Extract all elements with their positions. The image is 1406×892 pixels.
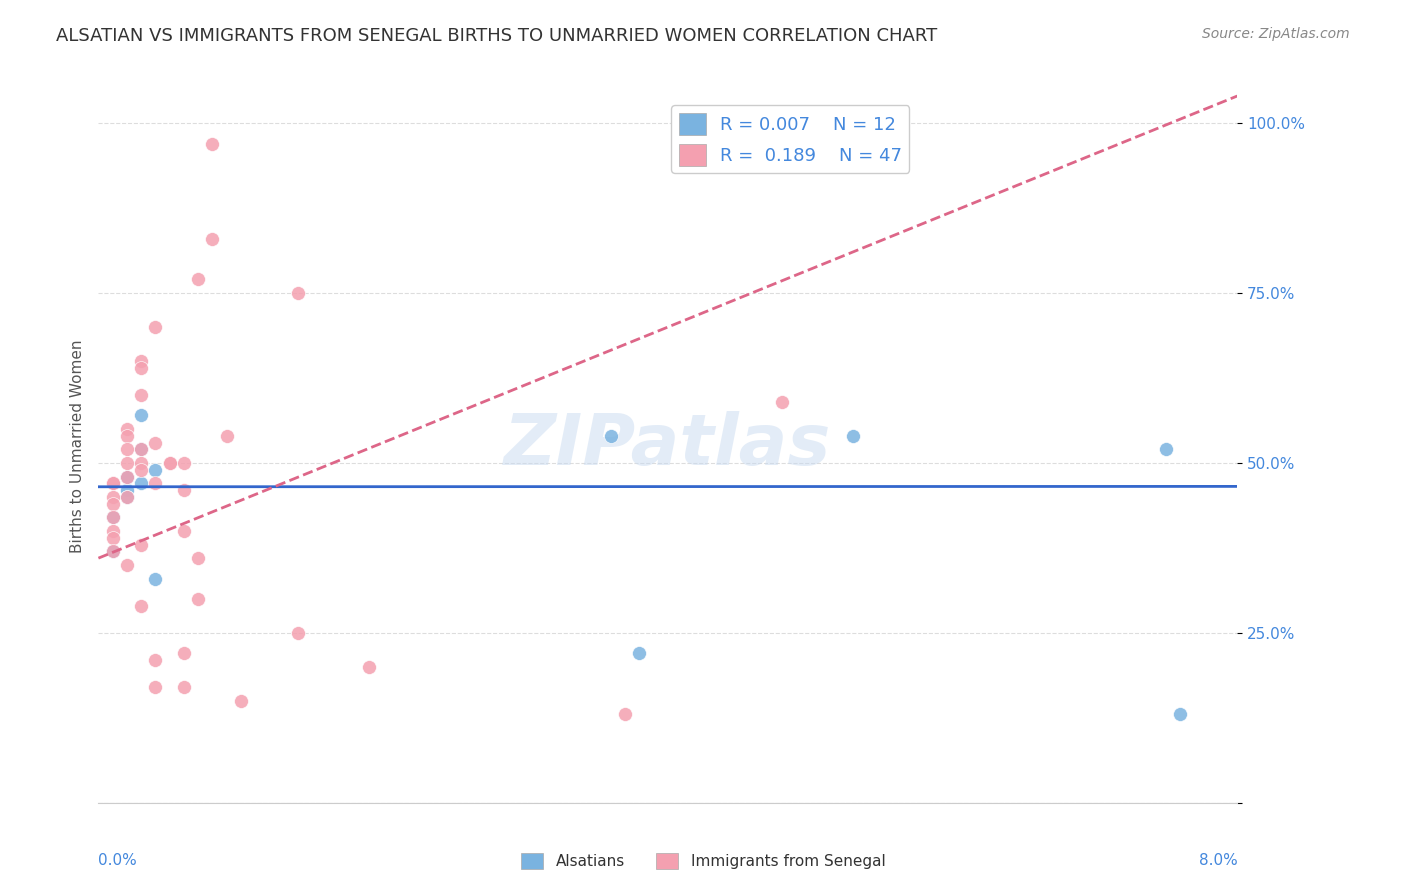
Point bbox=[115, 483, 138, 498]
Point bbox=[101, 497, 124, 511]
Point bbox=[129, 463, 152, 477]
Text: 8.0%: 8.0% bbox=[1198, 853, 1237, 868]
Point bbox=[101, 510, 124, 524]
Point bbox=[129, 388, 152, 402]
Text: 0.0%: 0.0% bbox=[98, 853, 138, 868]
Point bbox=[187, 551, 209, 566]
Text: Source: ZipAtlas.com: Source: ZipAtlas.com bbox=[1202, 27, 1350, 41]
Point bbox=[101, 510, 124, 524]
Point bbox=[115, 558, 138, 572]
Point bbox=[115, 490, 138, 504]
Point bbox=[101, 476, 124, 491]
Point bbox=[115, 469, 138, 483]
Point bbox=[145, 476, 167, 491]
Point bbox=[628, 646, 651, 660]
Point bbox=[115, 490, 138, 504]
Point bbox=[145, 435, 167, 450]
Point bbox=[173, 680, 195, 694]
Point bbox=[614, 707, 637, 722]
Point bbox=[129, 456, 152, 470]
Point bbox=[101, 544, 124, 558]
Point bbox=[770, 394, 793, 409]
Legend: R = 0.007    N = 12, R =  0.189    N = 47: R = 0.007 N = 12, R = 0.189 N = 47 bbox=[672, 105, 910, 173]
Point bbox=[129, 476, 152, 491]
Point bbox=[1170, 707, 1192, 722]
Point bbox=[145, 463, 167, 477]
Point bbox=[129, 409, 152, 423]
Point bbox=[129, 442, 152, 457]
Y-axis label: Births to Unmarried Women: Births to Unmarried Women bbox=[69, 339, 84, 553]
Point bbox=[115, 469, 138, 483]
Point bbox=[129, 537, 152, 551]
Point bbox=[287, 626, 309, 640]
Point bbox=[101, 544, 124, 558]
Point bbox=[115, 422, 138, 436]
Point bbox=[600, 429, 623, 443]
Point bbox=[187, 591, 209, 606]
Point bbox=[159, 456, 181, 470]
Point bbox=[145, 680, 167, 694]
Text: ZIPatlas: ZIPatlas bbox=[505, 411, 831, 481]
Point bbox=[129, 442, 152, 457]
Point bbox=[173, 524, 195, 538]
Point bbox=[129, 599, 152, 613]
Point bbox=[129, 360, 152, 375]
Point bbox=[842, 429, 865, 443]
Point bbox=[101, 490, 124, 504]
Point bbox=[187, 272, 209, 286]
Point bbox=[115, 442, 138, 457]
Legend: Alsatians, Immigrants from Senegal: Alsatians, Immigrants from Senegal bbox=[515, 847, 891, 875]
Point bbox=[115, 429, 138, 443]
Point bbox=[101, 476, 124, 491]
Point bbox=[145, 320, 167, 334]
Point bbox=[287, 286, 309, 301]
Point bbox=[115, 469, 138, 483]
Point bbox=[1154, 442, 1177, 457]
Point bbox=[101, 531, 124, 545]
Point bbox=[229, 694, 252, 708]
Point bbox=[201, 136, 224, 151]
Point bbox=[145, 653, 167, 667]
Point bbox=[357, 660, 380, 674]
Text: ALSATIAN VS IMMIGRANTS FROM SENEGAL BIRTHS TO UNMARRIED WOMEN CORRELATION CHART: ALSATIAN VS IMMIGRANTS FROM SENEGAL BIRT… bbox=[56, 27, 938, 45]
Point bbox=[101, 524, 124, 538]
Point bbox=[129, 354, 152, 368]
Point bbox=[173, 483, 195, 498]
Point bbox=[115, 456, 138, 470]
Point bbox=[173, 646, 195, 660]
Point bbox=[201, 232, 224, 246]
Point bbox=[173, 456, 195, 470]
Point bbox=[159, 456, 181, 470]
Point bbox=[145, 572, 167, 586]
Point bbox=[215, 429, 238, 443]
